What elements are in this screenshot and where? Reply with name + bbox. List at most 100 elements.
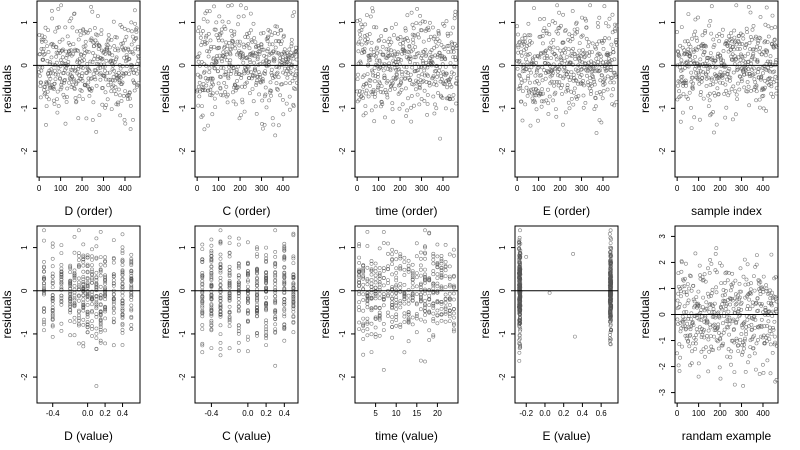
data-point	[547, 22, 552, 27]
data-point	[79, 89, 84, 93]
data-point	[264, 253, 269, 258]
data-point	[551, 98, 556, 103]
data-point	[200, 247, 205, 252]
data-point	[42, 328, 46, 333]
data-point	[271, 49, 276, 54]
y-tick-label: 0	[178, 288, 187, 293]
data-point	[577, 48, 582, 53]
data-point	[367, 84, 372, 88]
data-point	[519, 80, 524, 85]
data-point	[96, 62, 101, 67]
data-point	[535, 79, 540, 83]
data-point	[204, 83, 209, 88]
x-tick-label: 100	[692, 409, 706, 418]
data-point	[594, 91, 599, 96]
data-point	[219, 31, 224, 35]
data-point	[729, 37, 734, 41]
data-point	[39, 37, 44, 42]
y-tick-label: -1	[20, 104, 29, 112]
data-point	[601, 60, 605, 65]
data-point	[291, 254, 296, 259]
data-point	[124, 64, 129, 69]
data-point	[120, 293, 125, 298]
data-point	[538, 34, 543, 39]
data-point	[361, 298, 366, 302]
data-point	[552, 83, 556, 88]
data-point	[692, 299, 697, 304]
data-point	[434, 83, 439, 88]
data-point	[103, 90, 108, 95]
data-point	[715, 34, 719, 39]
data-point	[273, 45, 278, 50]
data-point	[586, 40, 591, 45]
data-point	[218, 353, 223, 358]
data-point	[99, 28, 104, 33]
data-point	[365, 37, 370, 42]
data-point	[614, 40, 619, 45]
data-point	[731, 306, 736, 311]
data-point	[204, 33, 209, 38]
data-point	[590, 73, 595, 78]
data-point	[37, 33, 42, 37]
y-tick-label: -2	[498, 373, 507, 381]
data-point	[425, 113, 430, 117]
data-point	[686, 12, 691, 17]
data-point	[120, 343, 125, 347]
data-point	[443, 300, 448, 305]
data-point	[709, 261, 714, 266]
data-point	[597, 39, 602, 44]
data-point	[614, 74, 618, 79]
data-point	[422, 88, 427, 93]
data-point	[539, 73, 543, 78]
data-point	[380, 44, 385, 49]
data-point	[400, 52, 404, 56]
data-point	[386, 54, 391, 58]
data-point	[233, 46, 238, 51]
data-point	[378, 49, 383, 54]
data-point	[536, 54, 541, 59]
data-point	[600, 96, 605, 101]
data-point	[226, 69, 231, 74]
data-point	[736, 349, 741, 354]
data-point	[551, 62, 556, 67]
data-point	[60, 80, 64, 85]
data-point	[549, 40, 554, 45]
data-point	[49, 55, 54, 60]
data-point	[273, 228, 278, 233]
y-tick-label: 0	[658, 63, 667, 68]
data-point	[684, 261, 688, 266]
data-point	[121, 47, 126, 52]
data-point	[727, 67, 732, 71]
data-point	[675, 97, 680, 102]
data-point	[369, 350, 374, 355]
data-point	[78, 28, 83, 33]
data-point	[553, 90, 558, 95]
data-point	[749, 89, 753, 93]
data-point	[273, 24, 278, 29]
data-point	[744, 26, 749, 31]
data-point	[71, 52, 76, 56]
data-point	[431, 311, 436, 316]
x-axis-label: time (order)	[375, 204, 437, 218]
data-point	[612, 27, 617, 32]
data-point	[565, 83, 570, 88]
data-point	[527, 42, 532, 47]
data-point	[689, 106, 693, 110]
data-point	[234, 68, 239, 73]
data-point	[209, 76, 213, 81]
data-point	[734, 112, 738, 117]
data-point	[290, 62, 294, 67]
data-point	[372, 66, 377, 71]
data-point	[128, 50, 133, 55]
data-point	[46, 79, 51, 84]
data-point	[212, 96, 217, 101]
data-point	[254, 80, 259, 85]
data-point	[77, 228, 81, 233]
data-point	[686, 47, 691, 52]
data-point	[450, 108, 454, 113]
data-point	[716, 92, 721, 96]
data-point	[591, 77, 596, 82]
data-point	[119, 41, 124, 46]
data-point	[206, 54, 211, 59]
